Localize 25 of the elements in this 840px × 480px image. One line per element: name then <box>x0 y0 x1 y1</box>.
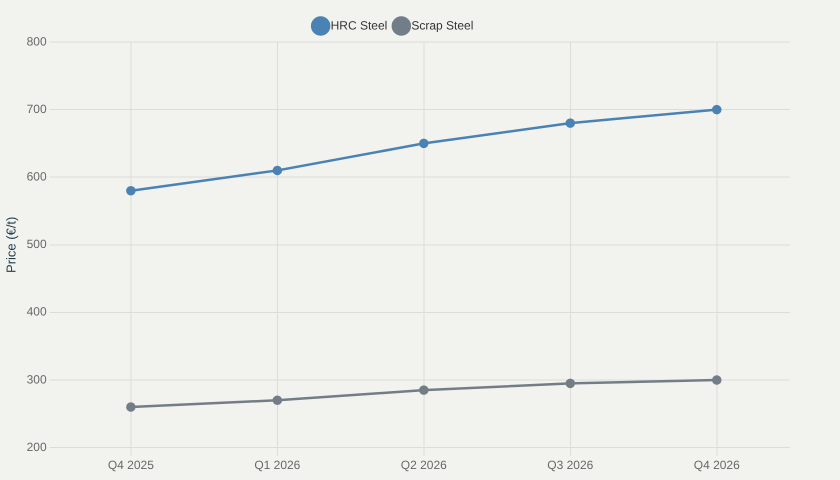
x-tick-label: Q2 2026 <box>400 458 448 472</box>
y-tick-label: 300 <box>26 372 47 386</box>
point <box>566 118 576 128</box>
point <box>712 375 722 385</box>
y-tick-label: 200 <box>26 440 47 454</box>
point <box>272 396 282 406</box>
y-axis-title: Price (€/t) <box>3 216 18 273</box>
y-tick-label: 600 <box>26 170 47 184</box>
x-tick-label: Q1 2026 <box>254 458 301 472</box>
legend-label: Scrap Steel <box>411 18 474 32</box>
y-tick-label: 700 <box>26 102 47 116</box>
point <box>126 402 136 412</box>
point <box>566 378 576 388</box>
point <box>272 166 282 176</box>
point <box>712 104 722 114</box>
legend-label: HRC Steel <box>330 18 388 32</box>
point <box>419 385 429 395</box>
x-tick-label: Q4 2026 <box>694 458 740 472</box>
x-tick-label: Q3 2026 <box>547 458 594 472</box>
point <box>419 138 429 148</box>
point <box>126 186 136 196</box>
x-tick-label: Q4 2025 <box>108 458 154 472</box>
y-tick-label: 800 <box>26 34 47 48</box>
y-tick-label: 500 <box>26 237 47 252</box>
y-tick-label: 400 <box>26 304 47 319</box>
